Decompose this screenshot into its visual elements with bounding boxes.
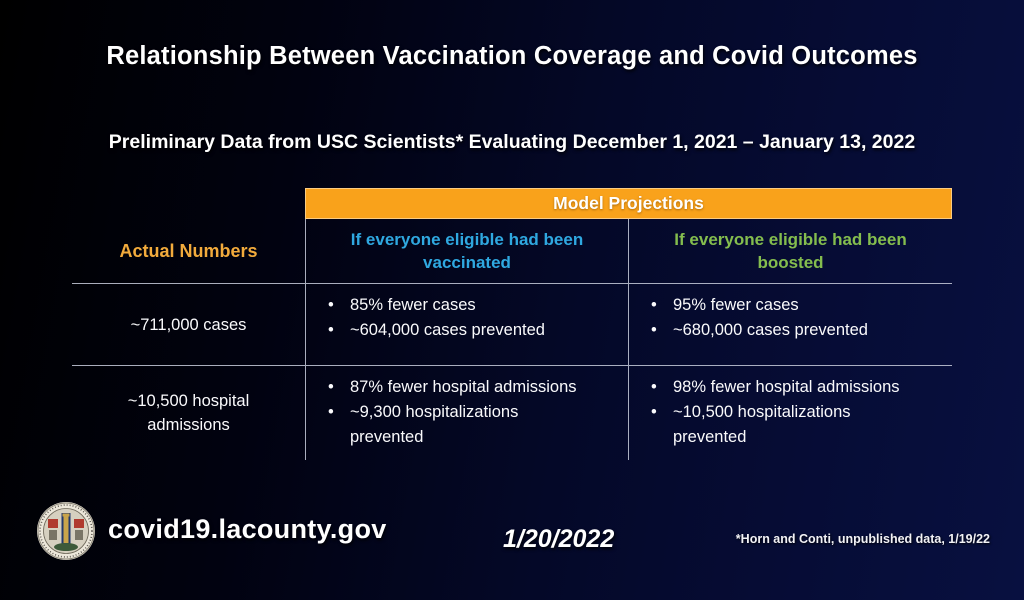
bullet-item: • 85% fewer cases <box>328 293 614 318</box>
cell-actual-cases: ~711,000 cases <box>72 283 305 365</box>
actual-numbers-header: Actual Numbers <box>119 240 258 261</box>
bullet-text: ~604,000 cases prevented <box>350 321 545 339</box>
bullet-text: ~680,000 cases prevented <box>673 321 868 339</box>
bullet-icon: • <box>651 403 657 421</box>
slide-subtitle: Preliminary Data from USC Scientists* Ev… <box>108 131 916 153</box>
cell-vaccinated-cases: • 85% fewer cases • ~604,000 cases preve… <box>305 283 628 365</box>
footer-website: covid19.lacounty.gov <box>108 514 387 544</box>
la-county-seal-icon <box>37 502 95 560</box>
bullet-item: • 95% fewer cases <box>651 293 938 318</box>
bullet-item: • ~10,500 hospitalizations prevented <box>651 400 938 450</box>
cell-actual-hospital: ~10,500 hospital admissions <box>72 365 305 460</box>
bullet-item: • 87% fewer hospital admissions <box>328 375 614 400</box>
bullet-text: ~10,500 hospitalizations prevented <box>673 403 851 446</box>
bullet-text: 87% fewer hospital admissions <box>350 378 577 396</box>
column-header-vaccinated: If everyone eligible had been vaccinated <box>305 219 628 283</box>
bullet-icon: • <box>651 321 657 339</box>
bullet-icon: • <box>328 296 334 314</box>
bullet-icon: • <box>328 403 334 421</box>
projections-table: Model Projections Actual Numbers If ever… <box>72 188 952 460</box>
bullet-text: ~9,300 hospitalizations prevented <box>350 403 519 446</box>
footer-footnote: *Horn and Conti, unpublished data, 1/19/… <box>735 532 990 546</box>
bullet-icon: • <box>328 378 334 396</box>
bullet-text: 95% fewer cases <box>673 296 799 314</box>
model-projections-header: Model Projections <box>305 188 952 219</box>
bullet-text: 98% fewer hospital admissions <box>673 378 900 396</box>
bullet-item: • ~680,000 cases prevented <box>651 318 938 343</box>
footer-date: 1/20/2022 <box>503 525 615 553</box>
bullet-icon: • <box>651 378 657 396</box>
bullet-item: • 98% fewer hospital admissions <box>651 375 938 400</box>
bullet-item: • ~604,000 cases prevented <box>328 318 614 343</box>
column-header-boosted: If everyone eligible had been boosted <box>628 219 952 283</box>
cell-vaccinated-hospital: • 87% fewer hospital admissions • ~9,300… <box>305 365 628 460</box>
bullet-icon: • <box>651 296 657 314</box>
cell-boosted-hospital: • 98% fewer hospital admissions • ~10,50… <box>628 365 952 460</box>
cell-boosted-cases: • 95% fewer cases • ~680,000 cases preve… <box>628 283 952 365</box>
bullet-text: 85% fewer cases <box>350 296 476 314</box>
bullet-icon: • <box>328 321 334 339</box>
slide-title: Relationship Between Vaccination Coverag… <box>106 42 918 70</box>
bullet-item: • ~9,300 hospitalizations prevented <box>328 400 614 450</box>
